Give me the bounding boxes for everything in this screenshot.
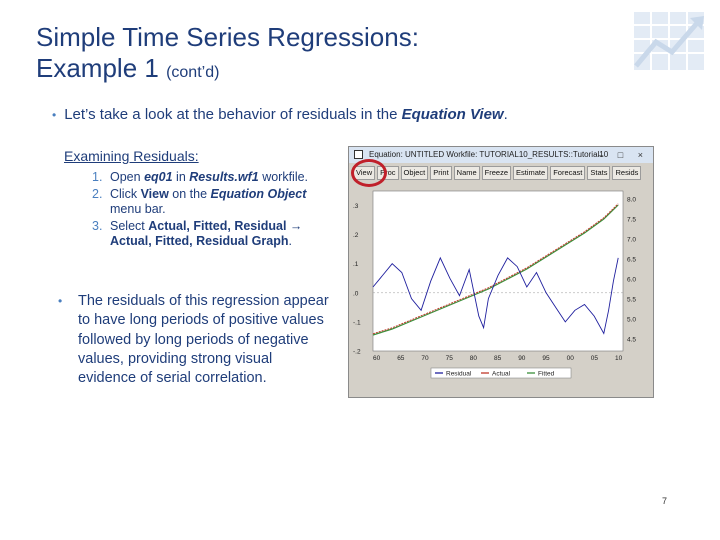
bullet-intro-prefix: Let’s take a look at the behavior of res… [64, 106, 402, 123]
bullet-intro-em: Equation View [401, 106, 504, 123]
legend-label: Fitted [538, 371, 555, 378]
x-tick-label: 80 [470, 355, 478, 362]
eviews-equation-window: Equation: UNTITLED Workfile: TUTORIAL10_… [348, 146, 654, 398]
step-1: 1. Open eq01 in Results.wf1 workfile. [92, 170, 338, 185]
step-2: 2. Click View on the Equation Object menu… [92, 187, 338, 217]
step-text: workfile. [258, 170, 309, 184]
step-num: 2. [92, 187, 103, 201]
right-tick-label: 8.0 [627, 197, 636, 204]
view-highlight-circle [351, 159, 387, 187]
step-text: Click [110, 187, 141, 201]
x-tick-label: 65 [397, 355, 405, 362]
right-tick-label: 7.5 [627, 217, 636, 224]
step-num: 1. [92, 170, 103, 184]
x-tick-label: 60 [373, 355, 381, 362]
fitted-series-line [372, 204, 619, 336]
steps-list: 1. Open eq01 in Results.wf1 workfile. 2. C… [92, 170, 338, 251]
bullet-intro-suffix: . [503, 106, 508, 123]
toolbar-estimate-button[interactable]: Estimate [513, 166, 549, 180]
right-tick-label: 7.0 [627, 237, 636, 244]
actual-series-line [372, 203, 619, 335]
window-controls[interactable]: – □ × [598, 150, 649, 160]
x-tick-label: 05 [591, 355, 599, 362]
step-3: 3. Select Actual, Fitted, Residual → Actu… [92, 219, 338, 249]
step-text: in [172, 170, 190, 184]
x-tick-label: 70 [421, 355, 429, 362]
equation-toolbar: View Proc Object Print Name Freeze Estim… [353, 166, 642, 180]
bullet-conclusion-text: The residuals of this regression appear … [78, 293, 329, 387]
bullet-dot: • [52, 108, 57, 122]
residual-graph: 8.0 7.5 7.0 6.5 6.0 5.5 5.0 4.5 .3 .2 .1 .0 -.1 -.2 60… [353, 190, 636, 379]
step-num: 3. [92, 219, 103, 233]
examining-heading: Examining Residuals: [64, 148, 199, 164]
x-tick-label: 75 [446, 355, 454, 362]
step-em: eq01 [144, 170, 173, 184]
toolbar-resids-button[interactable]: Resids [612, 166, 642, 180]
left-tick-label: .0 [353, 290, 359, 297]
slide-title: Simple Time Series Regressions: Example … [36, 22, 419, 88]
toolbar-stats-button[interactable]: Stats [587, 166, 611, 180]
window-title: Equation: UNTITLED Workfile: TUTORIAL10_… [369, 150, 609, 159]
step-text: Open [110, 170, 145, 184]
x-tick-label: 85 [494, 355, 502, 362]
step-text: menu bar. [110, 202, 166, 216]
right-tick-label: 5.0 [627, 317, 636, 324]
left-tick-label: .1 [353, 261, 359, 268]
left-tick-label: .2 [353, 232, 359, 239]
step-text: on the [168, 187, 211, 201]
right-tick-label: 5.5 [627, 297, 636, 304]
right-tick-label: 6.0 [627, 277, 636, 284]
title-cont: (cont’d) [166, 64, 220, 81]
step-bold: Actual, Fitted, Residual → [148, 219, 303, 233]
toolbar-freeze-button[interactable]: Freeze [481, 166, 512, 180]
left-tick-label: -.1 [353, 319, 361, 326]
window-titlebar[interactable]: Equation: UNTITLED Workfile: TUTORIAL10_… [349, 147, 653, 163]
plot-area [372, 190, 624, 352]
x-tick-label: 90 [518, 355, 526, 362]
step-em: Equation Object [210, 187, 307, 201]
bullet-intro: • Let’s take a look at the behavior of re… [52, 106, 508, 123]
step-em: Results.wf1 [189, 170, 259, 184]
legend-label: Residual [446, 371, 472, 378]
step-bold: Actual, Fitted, Residual Graph [110, 234, 289, 248]
residual-series-line [372, 256, 619, 335]
page-number: 7 [662, 496, 668, 506]
x-tick-label: 95 [542, 355, 550, 362]
toolbar-print-button[interactable]: Print [430, 166, 452, 180]
left-tick-label: .3 [353, 203, 359, 210]
legend-box [430, 367, 572, 379]
window-icon [354, 150, 363, 159]
toolbar-object-button[interactable]: Object [400, 166, 429, 180]
step-bold: View [140, 187, 169, 201]
toolbar-forecast-button[interactable]: Forecast [550, 166, 586, 180]
x-tick-label: 10 [615, 355, 623, 362]
step-text: Select [110, 219, 149, 233]
chart-logo-icon [634, 12, 704, 70]
title-line-1: Simple Time Series Regressions: [36, 22, 419, 52]
x-tick-label: 00 [567, 355, 575, 362]
bullet-conclusion: • The residuals of this regression appea… [58, 292, 334, 388]
bullet-dot: • [58, 294, 63, 308]
right-tick-label: 6.5 [627, 257, 636, 264]
step-text: . [288, 234, 292, 248]
left-tick-label: -.2 [353, 349, 361, 356]
title-line-2-text: Example 1 [36, 53, 159, 83]
title-line-2: Example 1 (cont’d) [36, 53, 419, 88]
right-tick-label: 4.5 [627, 337, 636, 344]
legend-label: Actual [492, 371, 511, 378]
toolbar-name-button[interactable]: Name [453, 166, 480, 180]
